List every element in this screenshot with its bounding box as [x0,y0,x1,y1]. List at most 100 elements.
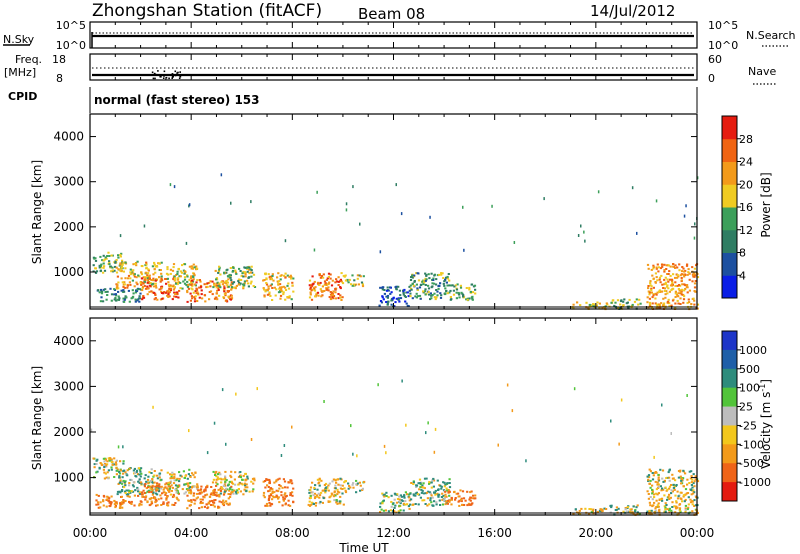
power-cell-15 [654,281,657,284]
velocity-cell-0 [105,465,108,468]
power-cell-2 [129,273,132,276]
power-cell-4 [193,266,196,269]
velocity-cell-9 [355,491,358,494]
velocity-cell-0 [113,457,116,460]
power-speck [313,248,316,252]
power-cell-15 [676,299,679,302]
velocity-colorbar-swatch [722,463,737,483]
velocity-cell-4 [175,479,178,482]
power-cell-12 [465,287,468,289]
power-cell-1 [122,297,125,300]
velocity-cell-6 [236,491,240,494]
velocity-cell-2 [136,486,139,489]
velocity-cell-4 [173,477,176,480]
power-cell-8 [337,276,340,279]
power-cell-15 [667,273,670,275]
velocity-cell-11 [448,482,451,484]
power-cell-7 [279,294,283,297]
power-cell-4 [166,277,169,280]
velocity-speck [425,431,427,435]
velocity-cell-5 [230,485,233,488]
power-cell-7 [284,289,288,291]
power-cell-13 [595,304,598,307]
power-cell-6 [215,278,218,281]
power-speck [316,190,318,194]
power-cell-8 [339,294,342,297]
velocity-cell-3 [159,494,162,497]
power-speck [694,222,696,226]
velocity-cell-15 [648,509,651,512]
velocity-cell-5 [207,501,210,504]
velocity-cell-6 [228,480,231,483]
velocity-cell-15 [668,493,671,496]
velocity-cell-1 [140,500,143,503]
velocity-cell-2 [148,471,151,474]
power-cell-12 [458,296,461,299]
power-cell-0 [105,257,108,260]
power-cell-6 [218,265,221,268]
power-cell-1 [99,300,102,303]
power-cell-15 [680,291,683,294]
velocity-cell-11 [430,501,433,504]
power-speck [352,185,354,189]
velocity-cell-11 [423,477,427,480]
velocity-cell-11 [426,497,429,500]
velocity-cell-3 [155,488,158,491]
power-cell-12 [448,284,451,287]
velocity-speck [653,455,655,459]
velocity-cell-8 [316,495,319,498]
power-cell-8 [327,275,330,278]
power-cell-12 [465,298,468,301]
velocity-cell-5 [215,484,218,487]
velocity-colorbar-tick-label: 500 [739,363,760,376]
velocity-cell-5 [197,489,200,492]
power-cell-15 [664,293,667,296]
velocity-cell-10 [390,494,393,497]
velocity-cell-5 [222,499,225,502]
velocity-cell-3 [166,502,169,505]
velocity-cell-11 [441,492,444,495]
power-cell-11 [411,276,414,279]
power-cell-8 [326,277,329,280]
power-cell-10 [390,291,393,294]
velocity-speck [152,405,154,409]
velocity-cell-0 [122,462,125,465]
velocity-cell-7 [289,493,292,496]
velocity-cell-4 [187,473,190,476]
power-cell-2 [140,284,143,286]
power-cell-11 [423,279,426,282]
power-cell-1 [123,298,126,301]
velocity-cell-5 [200,485,203,488]
velocity-cell-0 [108,459,111,462]
velocity-cell-1 [109,504,112,507]
power-cell-8 [330,284,334,287]
velocity-cell-15 [661,469,665,472]
velocity-cell-7 [264,504,267,507]
velocity-cell-13 [605,508,608,510]
velocity-cell-7 [287,499,290,502]
freq-scatter-point [179,71,181,73]
power-cell-9 [356,274,359,277]
velocity-cell-3 [172,495,176,498]
power-cell-7 [276,276,279,279]
velocity-cell-14 [630,508,633,511]
power-cell-12 [449,289,452,292]
velocity-cell-15 [684,504,687,507]
power-cell-0 [111,254,114,257]
power-cell-4 [179,281,182,284]
velocity-cell-15 [682,485,685,488]
velocity-cell-0 [104,458,107,461]
velocity-cell-15 [687,503,690,506]
velocity-cell-2 [134,489,137,492]
velocity-cell-15 [672,483,675,486]
power-cell-3 [142,282,145,285]
velocity-cell-3 [150,502,154,505]
power-cell-5 [225,299,228,302]
power-cell-3 [154,284,157,287]
power-cell-8 [339,278,342,281]
power-cell-8 [334,297,337,300]
power-cell-6 [246,266,249,269]
velocity-speck [385,451,387,455]
power-cell-3 [169,289,172,292]
velocity-cell-8 [319,500,322,503]
